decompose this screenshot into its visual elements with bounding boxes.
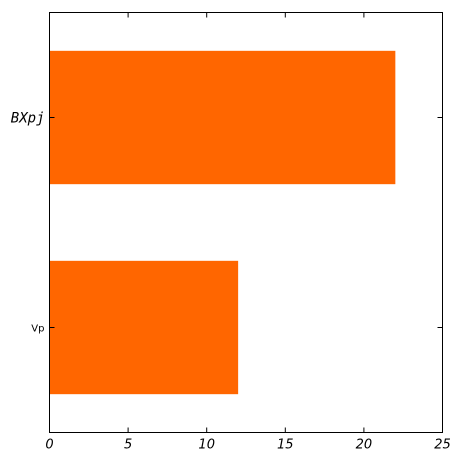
- labels-layer: Vp BXpj 0 5 10 15 20 25: [11, 111, 451, 453]
- bars-layer: [49, 50, 396, 395]
- bar-bxpj: [49, 50, 396, 185]
- x-tick-label-5: 5: [124, 438, 132, 453]
- plot-frame: [49, 12, 443, 433]
- bar-vp: [49, 260, 239, 395]
- y-tick-label-vp: Vp: [31, 324, 44, 335]
- x-tick-label-10: 10: [198, 438, 215, 453]
- x-tick-label-15: 15: [277, 438, 294, 453]
- x-tick-label-25: 25: [434, 438, 451, 453]
- x-tick-label-0: 0: [45, 438, 53, 453]
- x-tick-label-20: 20: [356, 438, 373, 453]
- ticks-layer: [49, 12, 443, 433]
- y-tick-label-bxpj: BXpj: [11, 111, 45, 127]
